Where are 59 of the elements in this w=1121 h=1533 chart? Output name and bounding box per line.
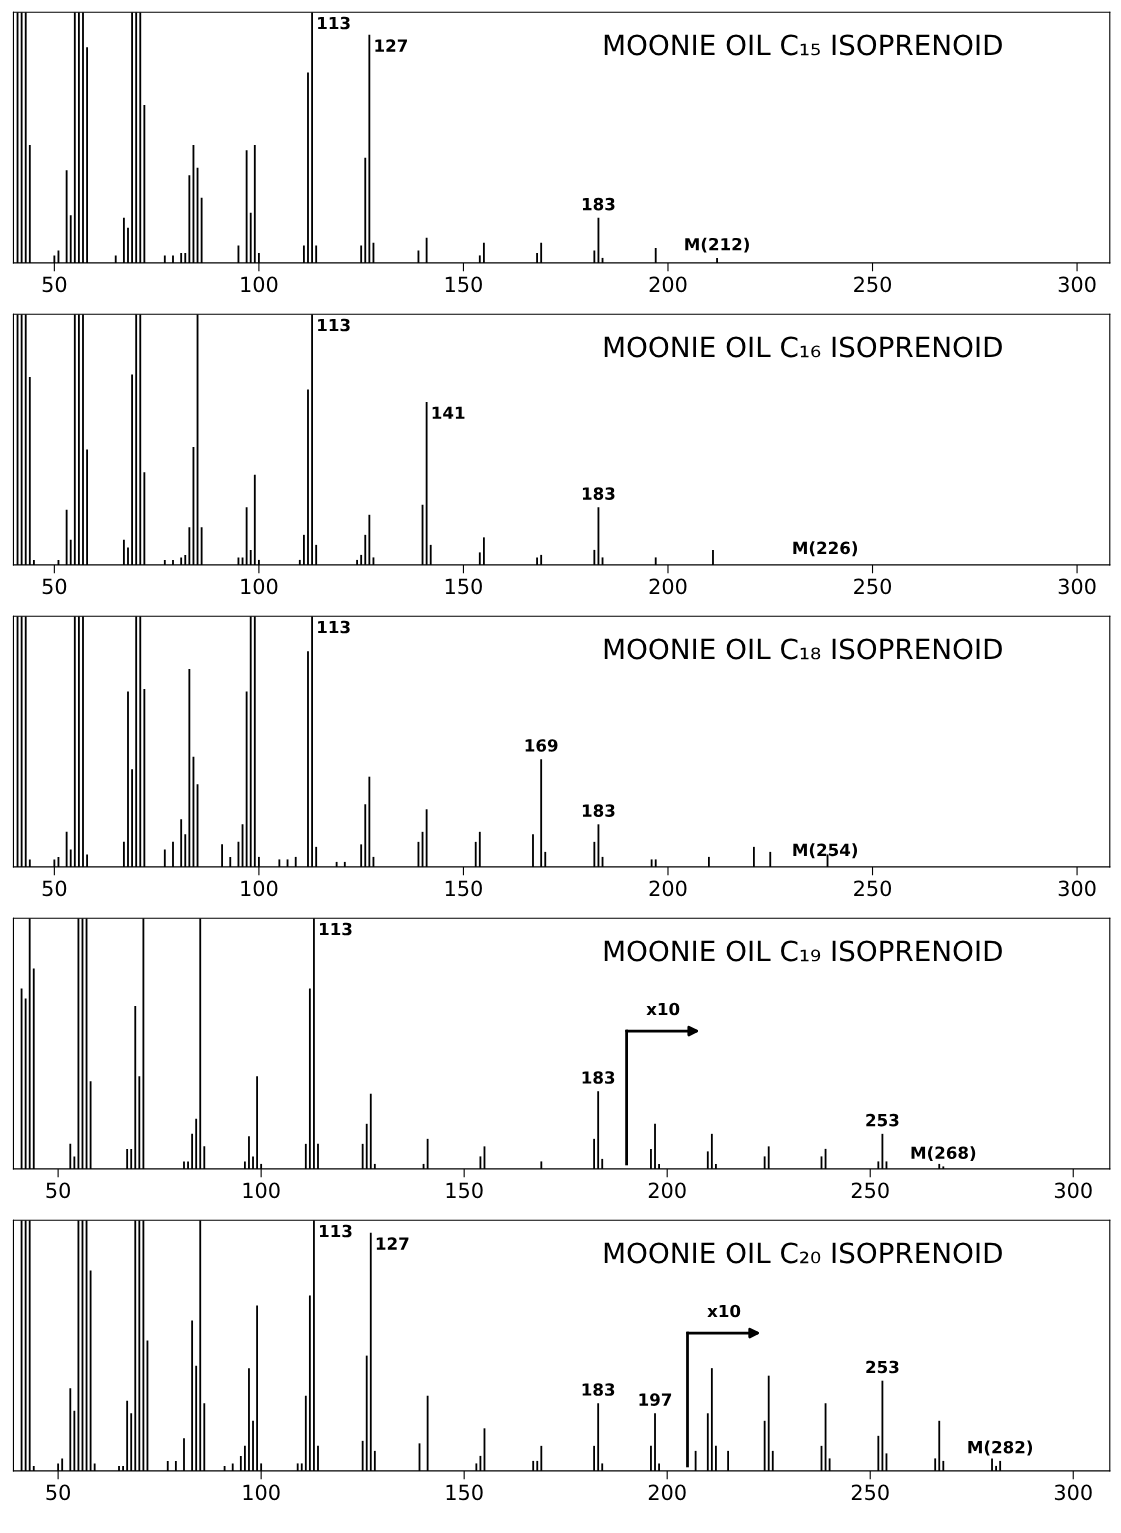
x-tick-label: 200 bbox=[648, 1182, 686, 1199]
text: MOONIE OIL C₁₆ ISOPRENOID bbox=[604, 336, 1002, 358]
x-tick-label: 300 bbox=[1058, 578, 1096, 595]
x-tick-label: 100 bbox=[241, 578, 278, 595]
annotation: 253 bbox=[866, 1113, 899, 1127]
x-tick-label: 150 bbox=[445, 880, 482, 897]
x-tick-label: 250 bbox=[851, 1182, 889, 1199]
annotation: 253 bbox=[866, 1360, 899, 1374]
x-tick-label: 250 bbox=[851, 1484, 889, 1501]
annotation: 113 bbox=[318, 16, 350, 30]
annotation: 141 bbox=[432, 406, 465, 419]
x-tick-label: 100 bbox=[243, 1182, 280, 1199]
x-tick-label: 200 bbox=[649, 880, 687, 897]
x-tick-label: 50 bbox=[42, 276, 67, 293]
annotation: 183 bbox=[582, 804, 615, 817]
x-tick-label: 150 bbox=[445, 276, 482, 293]
x-tick-label: 250 bbox=[854, 578, 892, 595]
x-tick-label: 100 bbox=[241, 276, 278, 293]
x-tick-label: 50 bbox=[42, 578, 67, 595]
annotation: 113 bbox=[319, 922, 352, 936]
text: MOONIE OIL C₁₅ ISOPRENOID bbox=[604, 34, 1002, 56]
x-tick-label: 300 bbox=[1058, 880, 1096, 897]
annotation: 183 bbox=[582, 487, 615, 500]
ref-line-label: x10 bbox=[707, 1304, 741, 1318]
x-tick-label: 150 bbox=[445, 578, 482, 595]
ref-line-label: x10 bbox=[646, 1002, 680, 1016]
annotation: M(212) bbox=[685, 237, 749, 253]
annotation: M(282) bbox=[968, 1440, 1033, 1456]
annotation: 113 bbox=[318, 620, 350, 634]
x-tick-label: 300 bbox=[1058, 276, 1096, 293]
annotation: 113 bbox=[319, 1224, 352, 1238]
annotation: M(254) bbox=[793, 843, 858, 859]
annotation: 183 bbox=[582, 1383, 615, 1396]
annotation: 169 bbox=[525, 739, 558, 752]
x-tick-label: 300 bbox=[1054, 1484, 1092, 1501]
annotation: M(268) bbox=[911, 1146, 976, 1161]
x-tick-label: 150 bbox=[446, 1182, 483, 1199]
x-tick-label: 250 bbox=[854, 276, 892, 293]
x-tick-label: 200 bbox=[649, 578, 687, 595]
x-tick-label: 50 bbox=[46, 1484, 70, 1501]
x-tick-label: 50 bbox=[46, 1182, 70, 1199]
x-tick-label: 100 bbox=[243, 1484, 280, 1501]
x-tick-label: 250 bbox=[854, 880, 892, 897]
annotation: 183 bbox=[582, 197, 615, 211]
x-tick-label: 100 bbox=[241, 880, 278, 897]
x-tick-label: 50 bbox=[42, 880, 67, 897]
x-tick-label: 300 bbox=[1054, 1182, 1092, 1199]
annotation: 183 bbox=[582, 1071, 615, 1084]
text: MOONIE OIL C₂₀ ISOPRENOID bbox=[604, 1242, 1002, 1264]
annotation: M(226) bbox=[793, 541, 858, 557]
text: MOONIE OIL C₁₉ ISOPRENOID bbox=[604, 940, 1002, 962]
x-tick-label: 150 bbox=[446, 1484, 483, 1501]
annotation: 127 bbox=[375, 39, 407, 52]
x-tick-label: 200 bbox=[649, 276, 687, 293]
annotation: 127 bbox=[376, 1237, 409, 1250]
x-tick-label: 200 bbox=[648, 1484, 686, 1501]
annotation: 113 bbox=[318, 318, 350, 332]
text: MOONIE OIL C₁₈ ISOPRENOID bbox=[604, 638, 1002, 660]
annotation: 197 bbox=[639, 1393, 672, 1406]
